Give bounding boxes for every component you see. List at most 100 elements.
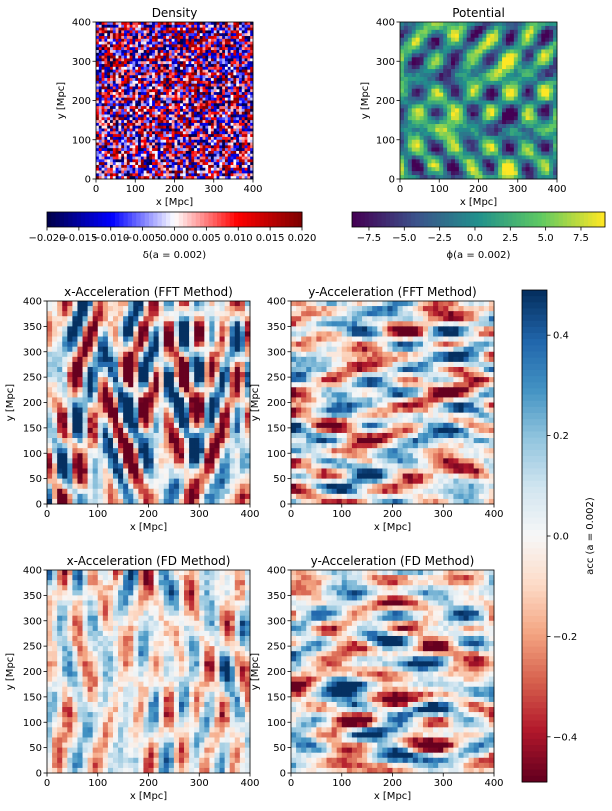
- colorbar-tick-label: 5.0: [538, 233, 554, 244]
- x-axis-label: x [Mpc]: [156, 197, 193, 208]
- colorbar-tick-label: 0.010: [224, 233, 253, 244]
- panel-potential: 0 100 200 300 400 0 100 200 300 400 Potential x [Mp…: [360, 6, 567, 208]
- x-tick-label: 100: [126, 184, 145, 195]
- colorbar-tick-label: 0.005: [192, 233, 221, 244]
- y-tick-label: 200: [267, 398, 286, 409]
- y-tick-label: 400: [23, 566, 42, 577]
- colorbar-tick-label: −0.2: [553, 632, 577, 643]
- y-tick-label: 50: [29, 743, 42, 754]
- y-axis-label: y [Mpc]: [360, 82, 371, 119]
- x-tick-label: 300: [434, 509, 453, 520]
- x-tick-label: 200: [383, 509, 402, 520]
- y-tick-label: 250: [23, 642, 42, 653]
- y-tick-label: 400: [72, 18, 91, 29]
- y-axis-label: y [Mpc]: [250, 384, 261, 421]
- y-tick-label: 300: [23, 347, 42, 358]
- y-tick-label: 0: [36, 500, 42, 511]
- y-tick-label: 400: [267, 566, 286, 577]
- colorbar-tick-label: 0.4: [553, 331, 569, 342]
- y-tick-label: 0: [36, 769, 42, 780]
- y-tick-label: 250: [267, 642, 286, 653]
- panel-density: 0 100 200 300 400 0 100 200 300 400 Density x [Mpc]…: [56, 6, 263, 208]
- x-tick-label: 100: [332, 509, 351, 520]
- x-tick-label: 100: [88, 778, 107, 789]
- x-axis-label: x [Mpc]: [130, 791, 167, 802]
- panel-ay_fft: 0 100 200 300 400 0 50 100 150 200 250 300 350 400 y-A…: [250, 285, 504, 533]
- colorbar-tick-label: 0.015: [256, 233, 285, 244]
- y-tick-label: 200: [72, 96, 91, 107]
- colorbar-potential: −7.5 −5.0 −2.5 0.0 2.5 5.0 7.5 ϕ(a = 0.002): [351, 211, 606, 261]
- y-tick-label: 0: [85, 175, 91, 186]
- x-axis-label: x [Mpc]: [374, 791, 411, 802]
- y-tick-label: 200: [267, 667, 286, 678]
- colorbar-tick-label: −0.4: [553, 732, 577, 743]
- x-tick-label: 300: [190, 778, 209, 789]
- colorbar-tick-label: −0.010: [92, 233, 129, 244]
- y-tick-label: 400: [267, 297, 286, 308]
- x-axis-label: x [Mpc]: [460, 197, 497, 208]
- x-tick-label: 400: [240, 778, 259, 789]
- y-tick-label: 50: [273, 474, 286, 485]
- y-axis-label: y [Mpc]: [5, 653, 16, 690]
- y-tick-label: 350: [23, 591, 42, 602]
- x-tick-label: 100: [88, 509, 107, 520]
- y-tick-label: 100: [23, 718, 42, 729]
- y-tick-label: 350: [23, 322, 42, 333]
- x-tick-label: 0: [288, 509, 294, 520]
- y-tick-label: 200: [23, 398, 42, 409]
- panel-title: y-Acceleration (FFT Method): [308, 285, 476, 299]
- y-tick-label: 250: [267, 373, 286, 384]
- panel-title: y-Acceleration (FD Method): [311, 554, 475, 568]
- x-tick-label: 0: [44, 509, 50, 520]
- y-tick-label: 200: [376, 96, 395, 107]
- panel-ax_fft: 0 100 200 300 400 0 50 100 150 200 250 300 350 400 x-A…: [5, 285, 260, 533]
- y-tick-label: 300: [376, 57, 395, 68]
- colorbar-label: δ(a = 0.002): [143, 250, 207, 261]
- colorbar-tick-label: 0.2: [553, 431, 569, 442]
- panel-title: Potential: [452, 6, 505, 20]
- panel-ax_fd: 0 100 200 300 400 0 50 100 150 200 250 300 350 400 x-A…: [5, 554, 260, 802]
- colorbar-tick-label: 7.5: [573, 233, 589, 244]
- y-tick-label: 350: [267, 322, 286, 333]
- x-tick-label: 200: [165, 184, 184, 195]
- y-tick-label: 0: [280, 500, 286, 511]
- y-tick-label: 100: [72, 135, 91, 146]
- y-tick-label: 300: [267, 616, 286, 627]
- x-tick-label: 300: [434, 778, 453, 789]
- panel-title: x-Acceleration (FD Method): [67, 554, 231, 568]
- panel-title: x-Acceleration (FFT Method): [64, 285, 233, 299]
- colorbar-density: −0.020−0.015−0.010−0.005 0.000 0.005 0.010 0…: [28, 211, 316, 261]
- y-tick-label: 0: [389, 175, 395, 186]
- x-axis-label: x [Mpc]: [374, 522, 411, 533]
- x-tick-label: 400: [547, 184, 566, 195]
- x-tick-label: 100: [430, 184, 449, 195]
- x-tick-label: 200: [139, 778, 158, 789]
- colorbar-tick-label: −7.5: [357, 233, 381, 244]
- colorbar-label: ϕ(a = 0.002): [447, 250, 511, 261]
- x-tick-label: 200: [383, 778, 402, 789]
- x-tick-label: 400: [240, 509, 259, 520]
- x-tick-label: 300: [508, 184, 527, 195]
- colorbar-acceleration: −0.4 −0.2 0.0 0.2 0.4 acc (a = 0.002): [521, 289, 596, 783]
- panel-title: Density: [152, 6, 198, 20]
- colorbar-frame: [351, 211, 606, 228]
- y-tick-label: 100: [267, 718, 286, 729]
- y-tick-label: 300: [23, 616, 42, 627]
- y-tick-label: 400: [376, 18, 395, 29]
- x-tick-label: 100: [332, 778, 351, 789]
- y-tick-label: 100: [267, 449, 286, 460]
- y-tick-label: 150: [23, 423, 42, 434]
- y-tick-label: 250: [23, 373, 42, 384]
- y-tick-label: 100: [23, 449, 42, 460]
- y-tick-label: 350: [267, 591, 286, 602]
- colorbar-tick-label: −0.020: [28, 233, 65, 244]
- colorbar-tick-label: 0.0: [553, 532, 569, 543]
- y-tick-label: 50: [273, 743, 286, 754]
- x-tick-label: 400: [484, 509, 503, 520]
- x-tick-label: 400: [484, 778, 503, 789]
- y-tick-label: 300: [267, 347, 286, 358]
- x-tick-label: 200: [139, 509, 158, 520]
- x-tick-label: 400: [243, 184, 262, 195]
- x-tick-label: 300: [190, 509, 209, 520]
